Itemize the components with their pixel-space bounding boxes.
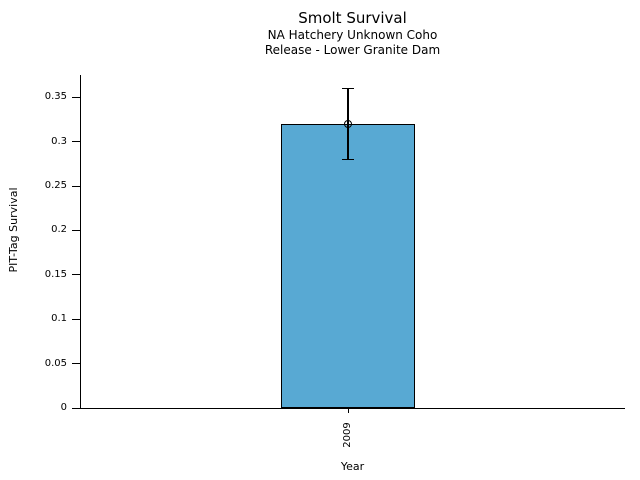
y-tick-label: 0.15 — [44, 268, 67, 280]
y-tick-label: 0.35 — [44, 91, 67, 103]
y-tick — [72, 274, 80, 276]
y-tick-label: 0.3 — [51, 135, 67, 147]
bar-2009 — [281, 123, 415, 408]
y-tick — [72, 318, 80, 320]
y-tick — [72, 363, 80, 365]
plot-area: 0 0.05 0.1 0.15 0.2 0.25 0.3 0.35 2009 — [45, 75, 625, 448]
y-tick — [72, 185, 80, 187]
chart-subtitle-line1: NA Hatchery Unknown Coho — [267, 28, 438, 42]
y-tick — [72, 96, 80, 98]
y-axis-spine — [80, 75, 81, 408]
y-tick — [72, 407, 80, 409]
point-marker-circle — [344, 119, 352, 128]
y-tick-label: 0.2 — [51, 224, 67, 236]
error-bar-cap-bottom — [342, 158, 354, 161]
chart-header: Smolt Survival NA Hatchery Unknown Coho … — [80, 8, 625, 58]
y-tick-label: 0.1 — [51, 313, 67, 325]
x-tick-label: 2009 — [342, 422, 353, 448]
y-tick — [72, 229, 80, 231]
y-tick-label: 0.25 — [44, 180, 67, 191]
x-axis-label: Year — [340, 460, 365, 473]
x-tick — [347, 408, 349, 413]
error-bar-cap-top — [342, 87, 354, 90]
y-tick-label: 0 — [60, 402, 67, 413]
chart-subtitle-line2: Release - Lower Granite Dam — [264, 43, 441, 57]
x-axis-spine — [80, 408, 625, 409]
chart-title: Smolt Survival — [298, 9, 407, 27]
y-tick — [72, 141, 80, 143]
y-tick-label: 0.05 — [44, 357, 67, 369]
y-axis-label: PIT-Tag Survival — [7, 187, 20, 273]
